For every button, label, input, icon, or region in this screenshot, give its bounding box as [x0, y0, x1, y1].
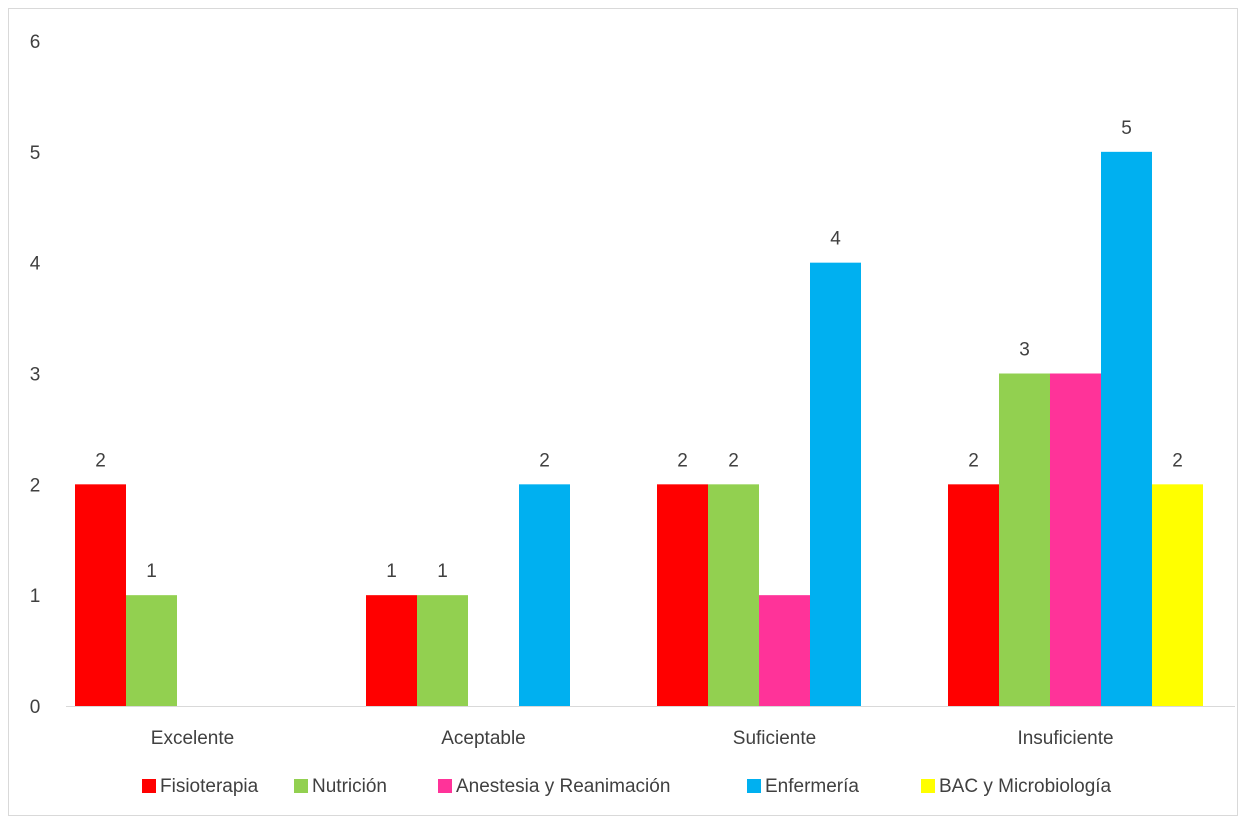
data-label: 5	[1121, 118, 1132, 139]
data-label: 2	[95, 450, 106, 471]
x-axis-tick-labels: Excelente Aceptable Suficiente Insuficiente	[151, 728, 1114, 749]
y-tick-label-2: 2	[30, 475, 41, 496]
bar-fisioterapia-excelente	[75, 484, 126, 706]
bar-enfermer-a-suficiente	[810, 262, 861, 706]
y-tick-label-6: 6	[30, 32, 41, 53]
bar-enfermer-a-insuficiente	[1101, 151, 1152, 707]
data-label: 2	[728, 450, 739, 471]
legend-swatch	[747, 779, 761, 793]
chart-frame: 0 1 2 3 4 5 6 2 1 1 1 2 2 2 4 2 3 5 2 Excelente Aceptable S…	[8, 8, 1238, 816]
y-tick-label-4: 4	[30, 254, 41, 275]
y-tick-label-5: 5	[30, 143, 41, 164]
y-tick-label-0: 0	[30, 697, 41, 718]
legend-label: BAC y Microbiología	[939, 776, 1112, 797]
bar-bac-y-microbiolog-a-insuficiente	[1152, 484, 1203, 706]
x-tick-label-suficiente: Suficiente	[733, 728, 816, 749]
data-label: 1	[146, 561, 157, 582]
data-label: 2	[677, 450, 688, 471]
legend-label: Anestesia y Reanimación	[456, 776, 670, 797]
bar-anestesia-y-reanimaci-n-suficiente	[759, 595, 810, 706]
data-label: 2	[539, 450, 550, 471]
data-label: 2	[968, 450, 979, 471]
bar-nutrici-n-insuficiente	[999, 373, 1050, 706]
bar-fisioterapia-aceptable	[366, 595, 417, 706]
legend-label: Fisioterapia	[160, 776, 259, 797]
data-label: 4	[830, 229, 841, 250]
legend-swatch	[921, 779, 935, 793]
bar-nutrici-n-suficiente	[708, 484, 759, 706]
bar-nutrici-n-aceptable	[417, 595, 468, 706]
bar-fisioterapia-suficiente	[657, 484, 708, 706]
data-label: 3	[1019, 340, 1030, 361]
legend-label: Nutrición	[312, 776, 387, 797]
legend-swatch	[294, 779, 308, 793]
y-axis-tick-labels: 0 1 2 3 4 5 6	[30, 32, 41, 718]
legend: Fisioterapia Nutrición Anestesia y Reanima…	[142, 776, 1112, 797]
x-tick-label-aceptable: Aceptable	[441, 728, 526, 749]
y-tick-label-3: 3	[30, 365, 41, 386]
bar-chart: 0 1 2 3 4 5 6 2 1 1 1 2 2 2 4 2 3 5 2 Excelente Aceptable S…	[30, 32, 1235, 797]
bar-nutrici-n-excelente	[126, 595, 177, 706]
legend-label: Enfermería	[765, 776, 859, 797]
legend-swatch	[438, 779, 452, 793]
x-tick-label-insuficiente: Insuficiente	[1017, 728, 1113, 749]
bar-anestesia-y-reanimaci-n-insuficiente	[1050, 373, 1101, 706]
x-tick-label-excelente: Excelente	[151, 728, 234, 749]
data-label: 1	[386, 561, 397, 582]
data-label: 2	[1172, 450, 1183, 471]
y-tick-label-1: 1	[30, 586, 41, 607]
data-labels: 2 1 1 1 2 2 2 4 2 3 5 2	[95, 118, 1183, 582]
bar-fisioterapia-insuficiente	[948, 484, 999, 706]
legend-swatch	[142, 779, 156, 793]
bar-enfermer-a-aceptable	[519, 484, 570, 706]
bars	[75, 151, 1203, 707]
data-label: 1	[437, 561, 448, 582]
